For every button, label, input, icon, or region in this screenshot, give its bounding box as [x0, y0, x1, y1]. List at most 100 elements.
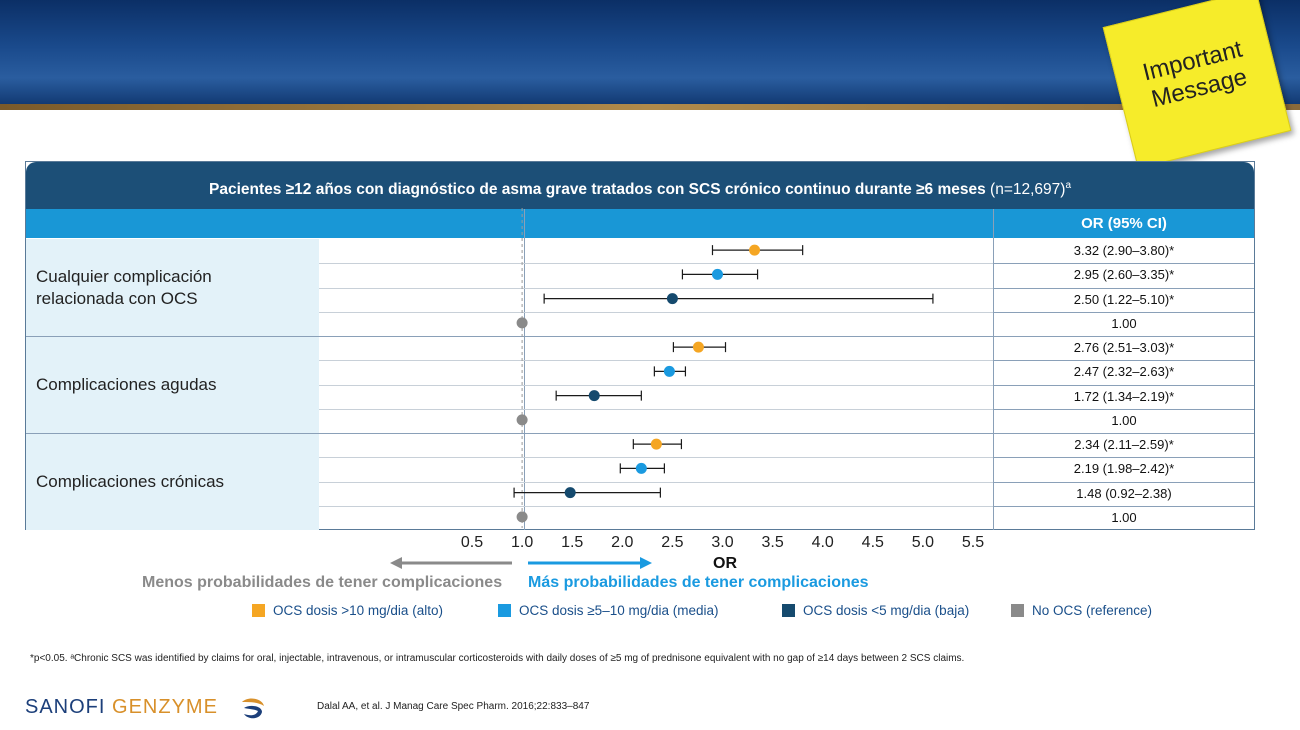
legend-item: No OCS (reference)	[1011, 603, 1152, 618]
or-value-cell: 2.47 (2.32–2.63)*	[1073, 364, 1175, 380]
legend-swatch	[498, 604, 511, 617]
x-tick-label: 1.5	[561, 534, 584, 551]
group-divider	[26, 433, 993, 434]
sanofi-genzyme-logo: SANOFI GENZYME	[25, 696, 218, 719]
x-tick-label: 5.5	[961, 534, 985, 551]
or-column-separator	[993, 209, 994, 530]
legend-swatch	[782, 604, 795, 617]
x-tick-label: 4.5	[861, 534, 884, 551]
or-value-cell: 2.19 (1.98–2.42)*	[1073, 461, 1175, 477]
row-divider	[319, 311, 993, 313]
row-divider	[319, 457, 993, 459]
row-divider	[319, 384, 993, 386]
or-column-header: OR (95% CI)	[1081, 215, 1167, 232]
x-tick-label: 5.0	[911, 534, 935, 551]
row-divider	[319, 360, 993, 362]
or-cell-divider	[994, 505, 1254, 507]
x-tick-label: 3.0	[711, 534, 734, 551]
or-cell-divider	[994, 336, 1254, 337]
or-point	[516, 511, 528, 523]
chart-title-sup: a	[1065, 180, 1072, 191]
or-value-cell: 1.72 (1.34–2.19)*	[1073, 388, 1175, 404]
or-point	[650, 438, 662, 450]
or-value-cell: 2.95 (2.60–3.35)*	[1073, 267, 1175, 283]
group-label: Complicaciones crónicas	[36, 471, 224, 493]
row-divider	[319, 287, 993, 289]
legend-item: OCS dosis ≥5–10 mg/dia (media)	[498, 603, 719, 618]
or-cell-divider	[994, 311, 1254, 313]
header-banner-band	[0, 104, 1300, 110]
or-cell-divider	[994, 433, 1254, 434]
logo-text-sanofi: SANOFI	[25, 696, 106, 718]
or-value-cell: 1.48 (0.92–2.38)	[1076, 485, 1172, 501]
citation: Dalal AA, et al. J Manag Care Spec Pharm…	[317, 701, 590, 712]
legend-label: No OCS (reference)	[1032, 603, 1153, 618]
legend-swatch	[252, 604, 265, 617]
or-point	[516, 414, 528, 426]
logo-text-genzyme: GENZYME	[112, 696, 218, 718]
header-banner	[0, 0, 1300, 104]
x-axis-title: OR	[713, 555, 737, 572]
or-value-cell: 1.00	[1111, 315, 1137, 331]
group-label-line-1: Complicaciones crónicas	[36, 471, 225, 491]
or-point	[663, 365, 675, 377]
or-value-cell: 2.50 (1.22–5.10)*	[1073, 291, 1175, 307]
legend-label: OCS dosis >10 mg/dia (alto)	[273, 603, 443, 618]
legend-item: OCS dosis <5 mg/dia (baja)	[782, 603, 969, 618]
or-value-cell: 2.76 (2.51–3.03)*	[1073, 340, 1175, 355]
or-point	[692, 341, 704, 353]
table-header-bar: OR (95% CI)	[26, 209, 1254, 238]
legend-swatch	[1011, 604, 1024, 617]
or-cell-divider	[994, 360, 1254, 362]
or-cell-divider	[994, 408, 1254, 410]
group-label-line-1: Cualquier complicación	[36, 266, 212, 286]
more-likely-arrowhead	[640, 557, 652, 569]
x-tick-label: 0.5	[460, 534, 484, 551]
or-value-cell: 1.00	[1111, 509, 1137, 525]
or-value-cell: 2.34 (2.11–2.59)*	[1074, 437, 1174, 452]
group-band	[26, 239, 319, 336]
plot-left-separator	[524, 209, 525, 530]
legend-item: OCS dosis >10 mg/dia (alto)	[252, 603, 443, 618]
group-label: Cualquier complicación relacionada con OC…	[36, 266, 212, 310]
or-value-cell: 3.32 (2.90–3.80)*	[1073, 243, 1175, 258]
or-point	[516, 317, 528, 329]
or-point	[749, 244, 761, 256]
group-divider	[26, 336, 993, 337]
genzyme-swirl-icon	[242, 698, 264, 719]
group-label-line-1: Complicaciones agudas	[36, 374, 217, 394]
legend-label: OCS dosis ≥5–10 mg/dia (media)	[519, 603, 719, 618]
or-point	[588, 390, 600, 402]
group-label-line-2: relacionada con OCS	[36, 288, 198, 308]
or-cell-divider	[994, 263, 1254, 265]
more-likely-label: Más probabilidades de tener complicacion…	[528, 574, 869, 591]
x-tick-label: 4.0	[811, 534, 834, 551]
or-cell-divider	[994, 384, 1254, 386]
or-value-cell: 1.00	[1111, 412, 1137, 428]
legend-label: OCS dosis <5 mg/dia (baja)	[803, 603, 970, 618]
or-cell-divider	[994, 457, 1254, 459]
footnote: *p<0.05. ᵃChronic SCS was identified by …	[30, 653, 965, 664]
row-divider	[319, 408, 993, 410]
group-band	[26, 336, 319, 433]
x-tick-label: 3.5	[761, 534, 784, 551]
or-point	[635, 462, 647, 474]
or-point	[564, 487, 576, 499]
chart-title: Pacientes ≥12 años con diagnóstico de as…	[26, 162, 1254, 209]
less-likely-arrowhead	[390, 557, 402, 569]
x-tick-label: 2.0	[611, 534, 634, 551]
group-label: Complicaciones agudas	[36, 374, 217, 396]
row-divider	[319, 505, 993, 507]
or-point	[666, 293, 678, 305]
group-band	[26, 433, 319, 530]
x-tick-label: 1.0	[510, 534, 534, 551]
or-point	[711, 268, 723, 280]
chart-title-n: (n=12,697)	[990, 181, 1066, 199]
row-divider	[319, 481, 993, 483]
x-tick-label: 2.5	[661, 534, 684, 551]
less-likely-label: Menos probabilidades de tener complicaci…	[142, 574, 503, 591]
or-cell-divider	[994, 481, 1254, 483]
row-divider	[319, 263, 993, 265]
or-cell-divider	[994, 287, 1254, 289]
